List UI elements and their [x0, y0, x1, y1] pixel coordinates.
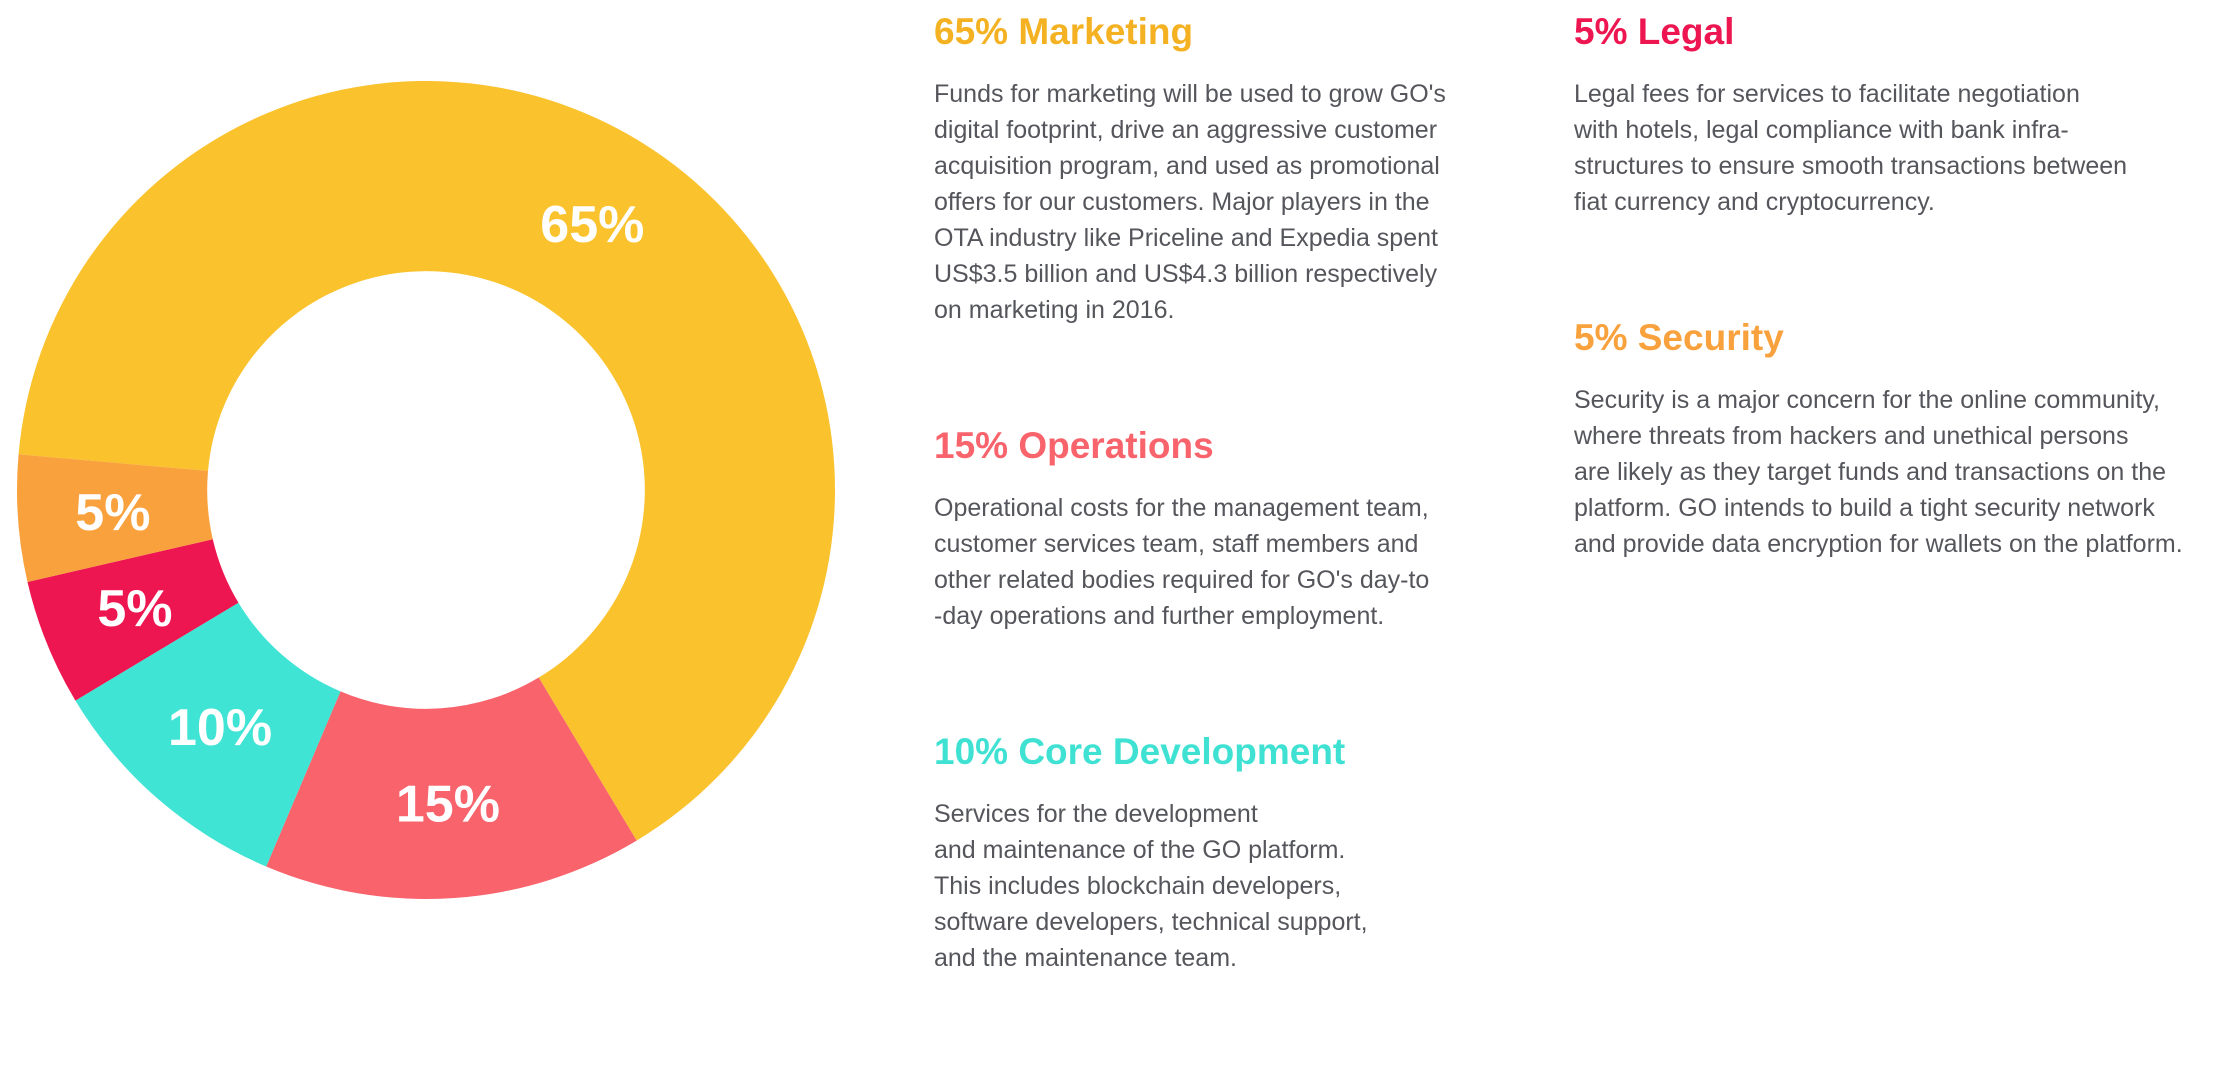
donut-slice-core-development	[75, 602, 341, 867]
section-security: 5% Security Security is a major concern …	[1574, 316, 2219, 562]
donut-slice-operations	[266, 677, 637, 900]
section-core-development: 10% Core Development Services for the de…	[934, 730, 1554, 976]
section-operations-body: Operational costs for the management tea…	[934, 494, 1430, 630]
section-core-development-body: Services for the development and mainten…	[934, 800, 1368, 972]
section-operations: 15% Operations Operational costs for the…	[934, 424, 1554, 634]
donut-slice-label-legal: 5%	[97, 580, 172, 638]
donut-slice-marketing	[18, 80, 836, 841]
donut-slice-security	[17, 454, 213, 582]
section-core-development-heading: 10% Core Development	[934, 731, 1346, 772]
section-operations-heading: 15% Operations	[934, 425, 1214, 466]
donut-slice-label-security: 5%	[75, 484, 150, 542]
description-column-left: 65% Marketing Funds for marketing will b…	[934, 10, 1554, 1072]
section-marketing-heading: 65% Marketing	[934, 11, 1194, 52]
donut-slice-label-marketing: 65%	[540, 196, 644, 254]
section-marketing: 65% Marketing Funds for marketing will b…	[934, 10, 1554, 328]
donut-chart-svg: 65% 15% 10% 5% 5%	[17, 80, 836, 900]
section-legal-body: Legal fees for services to facilitate ne…	[1574, 80, 2128, 216]
section-marketing-body: Funds for marketing will be used to grow…	[934, 80, 1446, 324]
donut-slice-label-operations: 15%	[396, 775, 500, 833]
description-column-right: 5% Legal Legal fees for services to faci…	[1574, 10, 2219, 658]
section-security-body: Security is a major concern for the onli…	[1574, 386, 2183, 558]
section-legal-heading: 5% Legal	[1574, 11, 1735, 52]
section-legal: 5% Legal Legal fees for services to faci…	[1574, 10, 2219, 220]
donut-slice-legal	[27, 539, 239, 701]
donut-chart: 65% 15% 10% 5% 5%	[8, 72, 844, 908]
section-security-heading: 5% Security	[1574, 317, 1784, 358]
donut-slice-label-core-development: 10%	[168, 699, 272, 757]
